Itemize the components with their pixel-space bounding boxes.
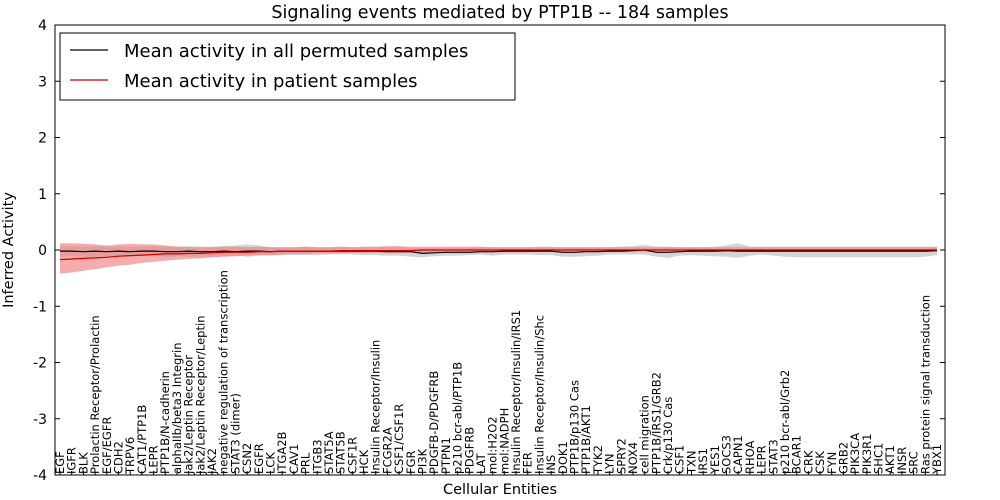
entity-label: CSF1R	[345, 437, 359, 474]
entity-label: PDGFRB	[462, 427, 476, 474]
y-tick-label: 4	[38, 18, 47, 34]
entity-label: JAK2	[205, 448, 219, 475]
entity-label: ITGA2B	[275, 431, 289, 474]
series-lines	[59, 249, 938, 261]
entity-label: CAPN1	[731, 435, 745, 474]
entity-label: LAT	[474, 452, 488, 474]
entity-label: LEPR	[755, 445, 769, 474]
y-tick-label: 2	[38, 131, 47, 147]
y-tick-label: -2	[33, 356, 47, 372]
legend-box	[59, 32, 516, 101]
entity-label: Jak2/Leptin Receptor/Leptin	[193, 316, 207, 475]
axes: -4 -3 -2 -1 0 1 2 3 4	[33, 18, 946, 484]
entity-label: BLK	[76, 452, 90, 474]
entity-label: INSR	[895, 447, 909, 474]
entity-label: mol:H2O2	[486, 416, 500, 474]
entity-label: SOCS3	[720, 435, 734, 474]
entity-label: LEPR	[147, 445, 161, 474]
entity-label: INS	[544, 455, 558, 474]
entity-label: NOX4	[626, 442, 640, 474]
entity-label: mol:NADPH	[497, 408, 511, 474]
entity-label: negative regulation of transcription	[217, 270, 231, 474]
entity-label: CAT1/PTP1B	[135, 405, 149, 474]
entity-label: LYN	[603, 453, 617, 474]
entity-label: PIK3CA	[848, 433, 862, 474]
entity-label: CSF1	[673, 445, 687, 474]
entity-label: CDH2	[111, 441, 125, 474]
entity-label: Insulin Receptor/Insulin/Shc	[532, 315, 546, 474]
entity-label: cell migration	[638, 395, 652, 474]
entity-label: LCK	[263, 452, 277, 474]
entity-label: IGFR	[65, 447, 79, 474]
entity-label: SHC1	[872, 443, 886, 474]
entity-label: EGF	[53, 451, 67, 474]
entity-label: PTP1B/AKT1	[579, 405, 593, 474]
entity-label: DOK1	[556, 441, 570, 474]
entity-label: STAT3	[766, 439, 780, 474]
legend-label-patient: Mean activity in patient samples	[124, 71, 418, 92]
entity-label: PIK3R1	[860, 434, 874, 475]
entity-label: SPRY2	[614, 438, 628, 474]
entity-label: alphaIIb/beta3 Integrin	[170, 342, 184, 474]
entity-label: ITGB3	[310, 439, 324, 474]
y-tick-label: 0	[38, 243, 47, 259]
y-tick-label: -3	[33, 412, 47, 428]
entity-label: BCAR1	[790, 435, 804, 474]
entity-label: Ras protein signal transduction	[918, 295, 932, 474]
entity-label: EGFR	[252, 443, 266, 474]
entity-label: PTP1B/p130 Cas	[568, 380, 582, 474]
entity-label: p210 bcr-abl/PTP1B	[451, 362, 465, 474]
y-tick-label: 3	[38, 74, 47, 90]
series-line-1	[59, 249, 937, 261]
entity-label: GRB2	[836, 442, 850, 474]
entity-label: YES1	[708, 445, 722, 475]
entity-label: PTP1B/IRS1/GRB2	[649, 372, 663, 474]
entity-label: PTP1B/N-cadherin	[158, 371, 172, 474]
legend-label-permuted: Mean activity in all permuted samples	[124, 41, 468, 62]
entity-label: CSF1/CSF1R	[392, 404, 406, 474]
entity-label: TRPV6	[123, 437, 137, 475]
entity-label: FER	[521, 452, 535, 474]
legend: Mean activity in all permuted samples Me…	[59, 32, 516, 101]
entity-label: SRC	[907, 451, 921, 474]
entity-label: PI3K	[415, 448, 429, 474]
entity-label: CSK	[813, 451, 827, 474]
entity-label: Insulin Receptor/Insulin/IRS1	[509, 310, 523, 474]
entity-label: Crk/p130 Cas	[661, 397, 675, 474]
entity-label: FCGR2A	[380, 427, 394, 474]
entity-label: FYN	[825, 452, 839, 474]
y-tick-label: -4	[33, 468, 47, 484]
y-tick-label: -1	[33, 299, 47, 315]
y-tick-label: 1	[38, 187, 47, 203]
entity-label: AKT1	[883, 445, 897, 474]
entity-label: TXN	[684, 450, 698, 475]
entity-label: CRK	[801, 450, 815, 474]
entity-label: YBX1	[930, 444, 944, 475]
entity-label: IRS1	[696, 448, 710, 474]
entity-label: HCK	[357, 449, 371, 474]
y-axis-title: Inferred Activity	[1, 192, 17, 308]
entity-label: STAT3 (dimer)	[228, 393, 242, 474]
entity-label: EGF/EGFR	[100, 417, 114, 474]
entity-label: FGR	[404, 450, 418, 474]
entity-label: PDGFB-D/PDGFRB	[427, 371, 441, 474]
entity-label: Insulin Receptor/Insulin	[369, 340, 383, 474]
entity-label: p210 bcr-abl/Grb2	[778, 370, 792, 474]
series-line-0	[60, 249, 938, 255]
entity-label: RHOA	[743, 441, 757, 474]
entity-label: PTPN1	[439, 437, 453, 474]
entity-label: PRL	[299, 452, 313, 474]
entity-label: Prolactin Receptor/Prolactin	[88, 315, 102, 474]
x-axis-title: Cellular Entities	[443, 482, 557, 498]
entity-label: STAT5A	[322, 431, 336, 474]
entity-label: STAT5B	[334, 431, 348, 474]
entity-label: TYK2	[591, 445, 605, 475]
entity-label: Jak2/Leptin Receptor	[182, 355, 196, 475]
entity-label: CSN2	[240, 443, 254, 474]
entity-label: CAV1	[287, 444, 301, 474]
chart-title: Signaling events mediated by PTP1B -- 18…	[271, 3, 728, 23]
